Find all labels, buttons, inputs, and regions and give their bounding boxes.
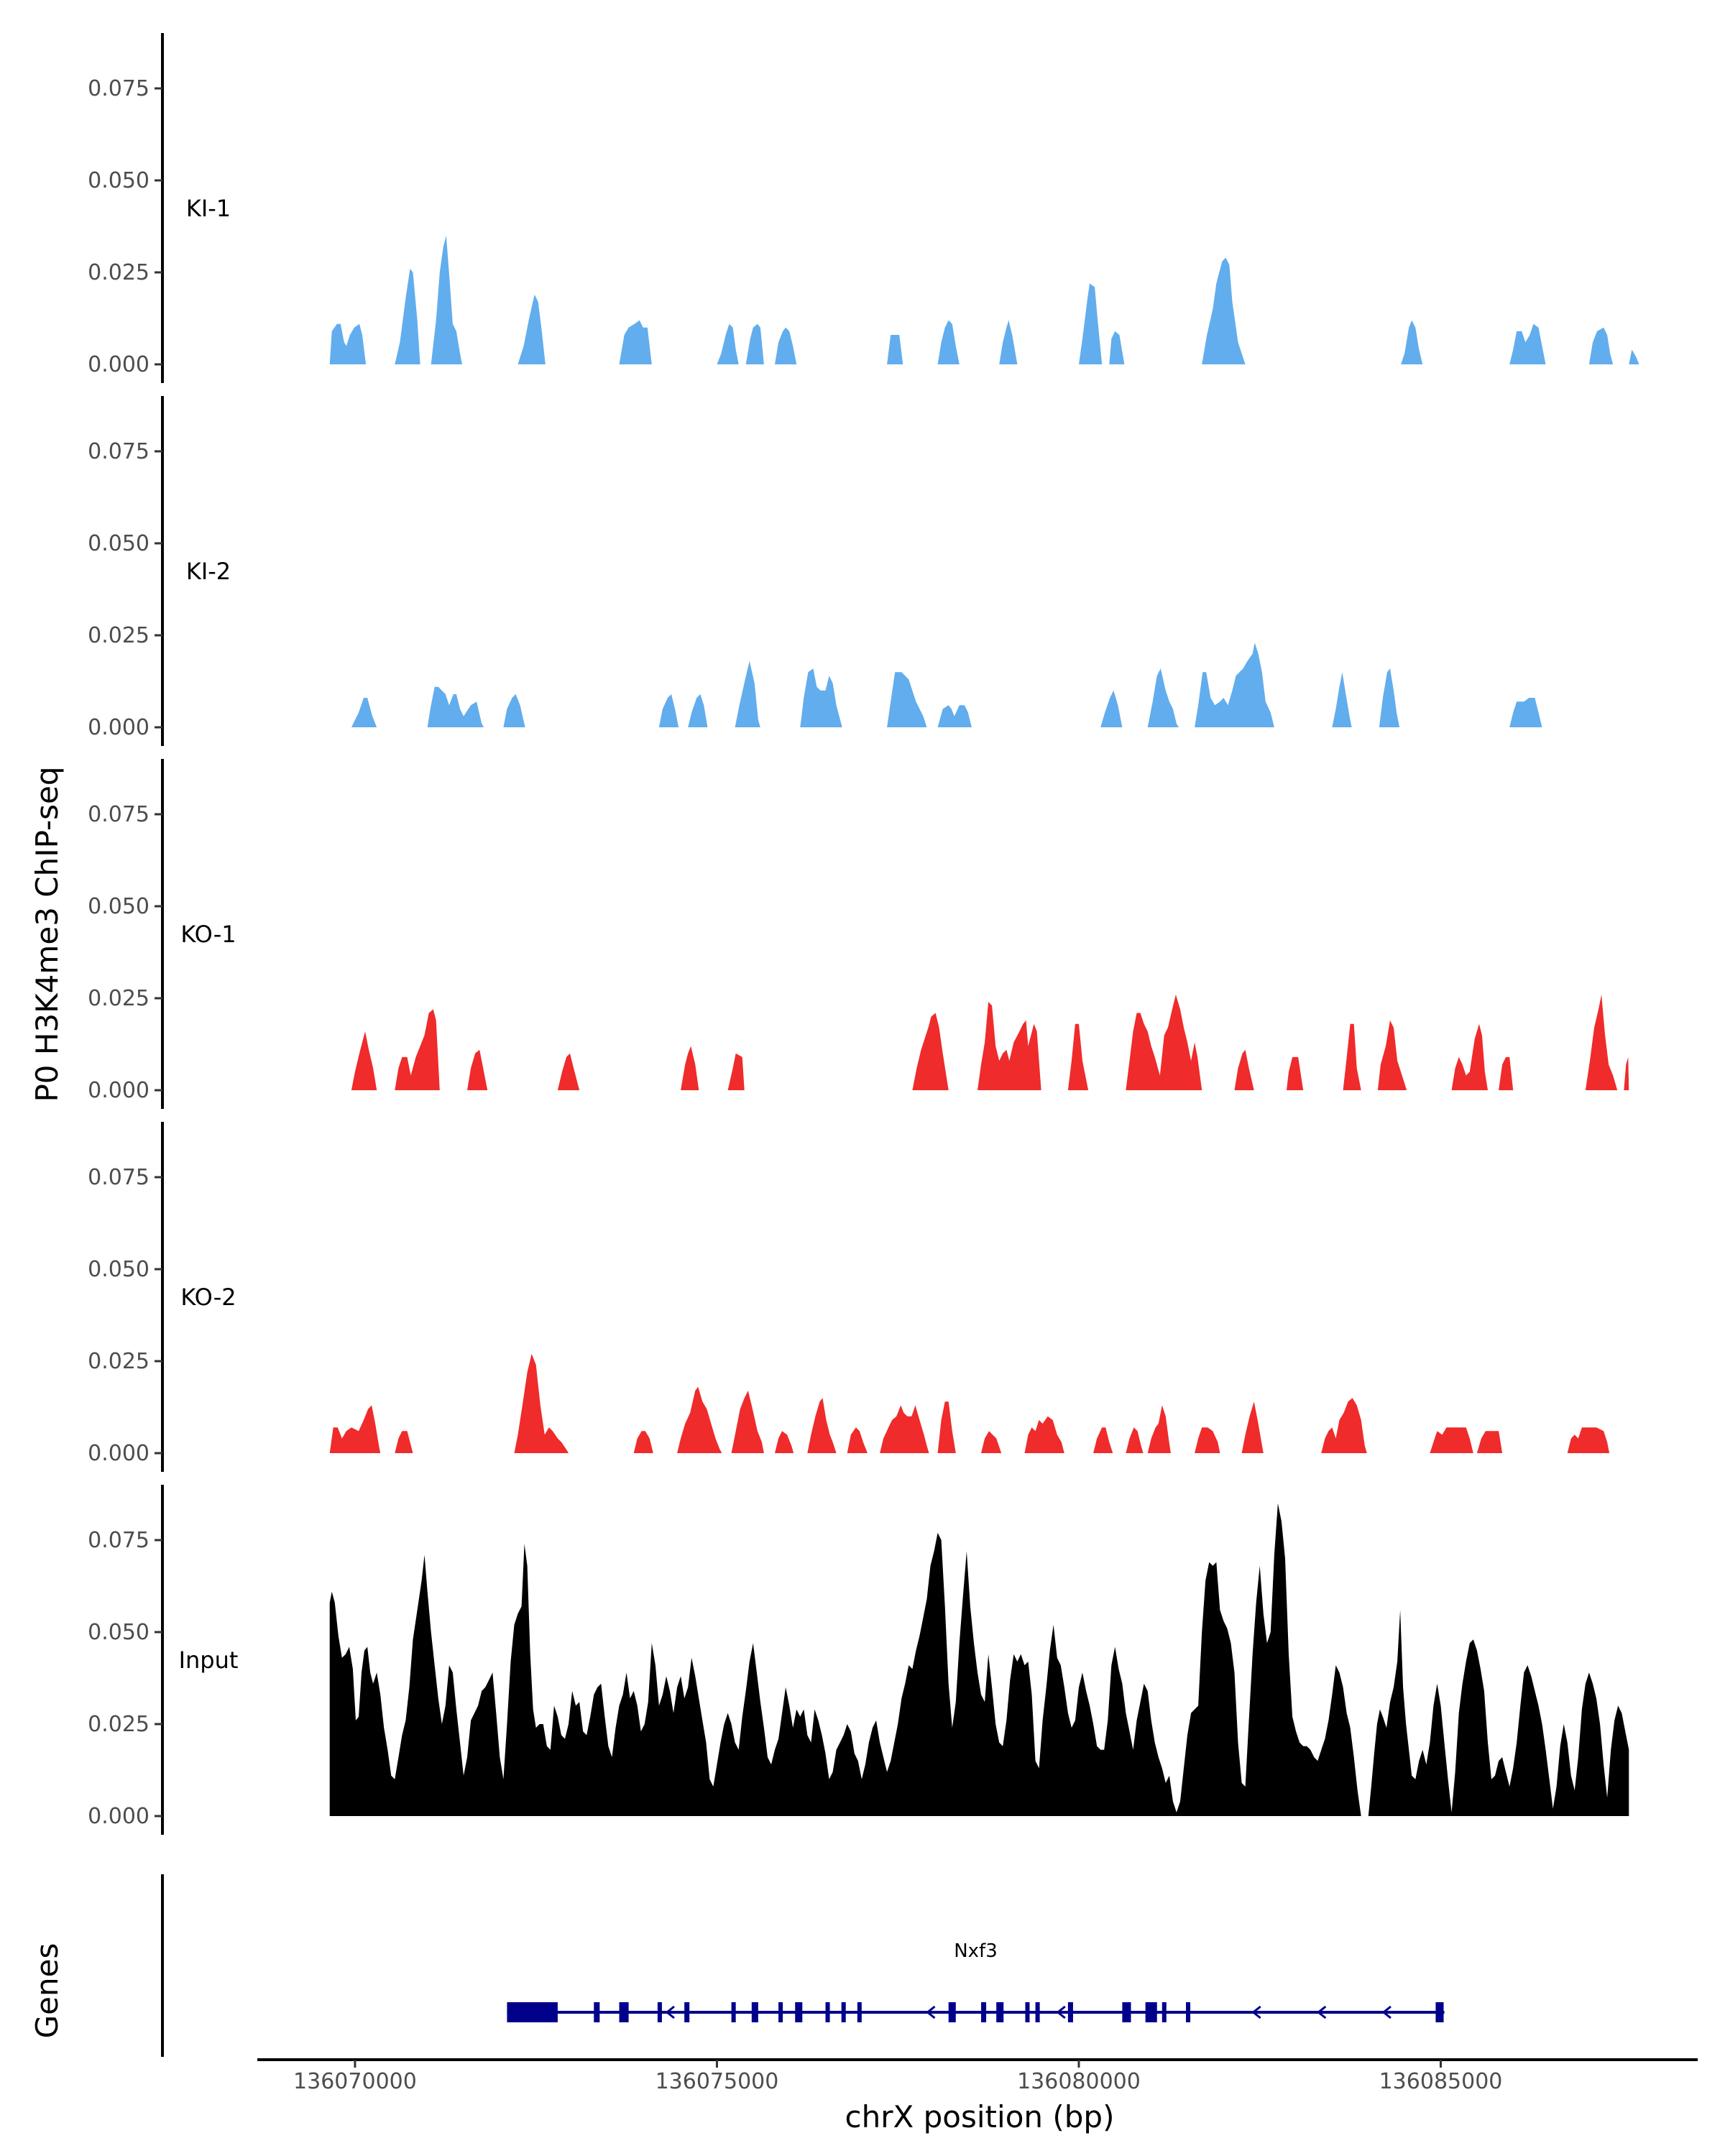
gene-exon <box>1435 2002 1444 2022</box>
gene-exon <box>1186 2002 1191 2022</box>
x-tick-label: 136085000 <box>1379 2069 1503 2094</box>
y-tick-label: 0.075 <box>88 76 150 101</box>
gene-exon <box>825 2002 830 2022</box>
x-tick-label: 136075000 <box>656 2069 779 2094</box>
strand-arrow <box>1381 2005 1392 2019</box>
gene-exon <box>795 2002 803 2022</box>
y-tick-label: 0.075 <box>88 802 150 827</box>
signal-area-input <box>329 1503 1629 1816</box>
track-label: KI-1 <box>186 195 231 222</box>
gene-exon <box>731 2002 736 2022</box>
gene-exon <box>948 2002 956 2022</box>
track-ki-2: 0.000 0.025 0.050 0.075 KI-2 <box>88 396 1542 746</box>
gene-exon <box>996 2002 1004 2022</box>
y-axis-title: P0 H3K4me3 ChIP-seq <box>29 766 65 1102</box>
gene-exon <box>751 2002 758 2022</box>
track-ko-2: 0.000 0.025 0.050 0.075 KO-2 <box>88 1122 1610 1472</box>
y-tick-label: 0.000 <box>88 715 150 740</box>
track-ko-1: 0.000 0.025 0.050 0.075 KO-1 <box>88 759 1629 1109</box>
y-tick-label: 0.000 <box>88 1441 150 1466</box>
gene-exon <box>1025 2002 1030 2022</box>
gene-exon <box>1035 2002 1040 2022</box>
signal-area-ko-1 <box>351 994 1629 1090</box>
gene-exon <box>684 2002 690 2022</box>
y-tick-label: 0.000 <box>88 1078 150 1103</box>
strand-arrow <box>926 2005 936 2019</box>
y-tick-label: 0.000 <box>88 1804 150 1829</box>
y-tick-label: 0.050 <box>88 531 150 556</box>
y-tick-label: 0.025 <box>88 986 150 1011</box>
gene-exon <box>594 2002 600 2022</box>
gene-track: Nxf3 <box>161 1874 1445 2057</box>
track-label: KO-2 <box>180 1284 236 1311</box>
strand-arrow <box>1056 2005 1066 2019</box>
y-tick-label: 0.025 <box>88 623 150 648</box>
y-tick-label: 0.075 <box>88 439 150 464</box>
y-tick-label: 0.000 <box>88 352 150 377</box>
gene-exon <box>507 2002 558 2022</box>
x-axis-title: chrX position (bp) <box>845 2099 1115 2134</box>
gene-exon <box>1122 2002 1131 2022</box>
y-tick-label: 0.050 <box>88 1257 150 1282</box>
y-tick-label: 0.075 <box>88 1165 150 1190</box>
track-ki-1: 0.000 0.025 0.050 0.075 KI-1 <box>88 33 1639 383</box>
y-tick-label: 0.025 <box>88 1712 150 1737</box>
track-input: 0.000 0.025 0.050 0.075 Input <box>88 1485 1629 1835</box>
x-axis: 136070000 136075000 136080000 136085000 <box>257 2058 1698 2094</box>
x-tick-label: 136070000 <box>293 2069 417 2094</box>
gene-exon <box>841 2002 846 2022</box>
gene-nxf3: Nxf3 <box>507 1940 1445 2022</box>
gene-name-label: Nxf3 <box>954 1940 998 1962</box>
gene-exon <box>657 2002 662 2022</box>
track-label: KI-2 <box>186 558 231 585</box>
y-tick-label: 0.050 <box>88 1620 150 1645</box>
y-tick-label: 0.025 <box>88 1349 150 1374</box>
y-tick-label: 0.050 <box>88 168 150 193</box>
x-tick-label: 136080000 <box>1017 2069 1141 2094</box>
gene-exon <box>619 2002 629 2022</box>
strand-arrow <box>665 2005 675 2019</box>
y-tick-label: 0.050 <box>88 894 150 919</box>
track-label: Input <box>179 1646 239 1674</box>
y-tick-label: 0.025 <box>88 260 150 285</box>
gene-exon <box>1162 2002 1167 2022</box>
strand-arrow <box>1316 2005 1327 2019</box>
gene-exon <box>1145 2002 1157 2022</box>
track-label: KO-1 <box>180 921 236 948</box>
gene-exon <box>857 2002 862 2022</box>
signal-tracks: 0.0000.0250.0500.075KI-10.0000.0250.0500… <box>88 33 1639 1835</box>
gene-track-title: Genes <box>29 1943 65 2039</box>
gene-exon <box>1067 2002 1073 2022</box>
y-tick-label: 0.075 <box>88 1528 150 1553</box>
signal-area-ki-2 <box>351 642 1542 727</box>
signal-area-ko-2 <box>329 1353 1610 1453</box>
strand-arrow <box>1251 2005 1261 2019</box>
gene-exon <box>778 2002 783 2022</box>
gene-exon <box>981 2002 987 2022</box>
